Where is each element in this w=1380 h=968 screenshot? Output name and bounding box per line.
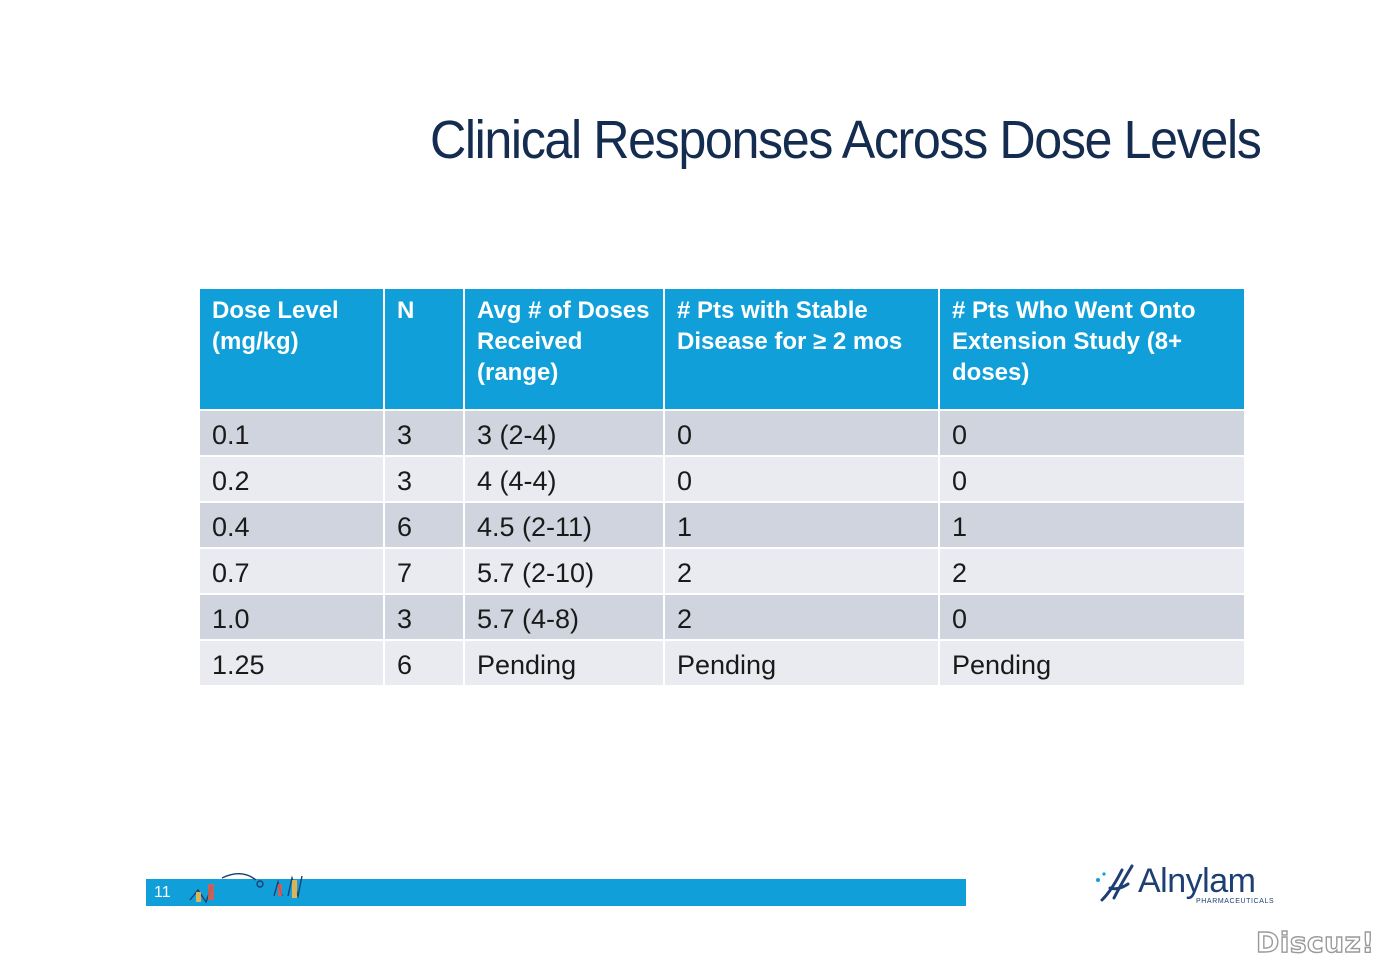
dose-response-table: Dose Level (mg/kg) N Avg # of Doses Rece… [198,287,1246,687]
alnylam-logo [1096,864,1134,902]
header-stable-disease: # Pts with Stable Disease for ≥ 2 mos [663,287,940,411]
cell-extension-study: 0 [938,593,1246,641]
cell-stable-disease: 1 [663,501,940,549]
cell-avg-doses: 4.5 (2-11) [463,501,665,549]
cell-n: 6 [383,501,465,549]
header-n: N [383,287,465,411]
header-dose-level: Dose Level (mg/kg) [198,287,385,411]
cell-dose-level: 0.2 [198,455,385,503]
cell-dose-level: 0.4 [198,501,385,549]
cell-n: 3 [383,593,465,641]
cell-dose-level: 1.0 [198,593,385,641]
cell-dose-level: 0.1 [198,409,385,457]
cell-extension-study: 1 [938,501,1246,549]
table-row: 1.25 6 Pending Pending Pending [198,639,1246,687]
cell-stable-disease: 0 [663,409,940,457]
cell-extension-study: Pending [938,639,1246,687]
cell-avg-doses: 4 (4-4) [463,455,665,503]
cell-dose-level: 1.25 [198,639,385,687]
page-number: 11 [154,884,171,901]
cell-avg-doses: 5.7 (4-8) [463,593,665,641]
cell-avg-doses: Pending [463,639,665,687]
cell-dose-level: 0.7 [198,547,385,595]
cell-avg-doses: 5.7 (2-10) [463,547,665,595]
cell-n: 3 [383,409,465,457]
cell-extension-study: 0 [938,455,1246,503]
footer-bar [146,879,966,906]
table-header-row: Dose Level (mg/kg) N Avg # of Doses Rece… [198,287,1246,411]
footer-decoration-icon [189,873,303,904]
slide-title: Clinical Responses Across Dose Levels [430,110,1262,170]
table-row: 0.4 6 4.5 (2-11) 1 1 [198,501,1246,549]
cell-avg-doses: 3 (2-4) [463,409,665,457]
cell-stable-disease: 2 [663,547,940,595]
header-extension-study: # Pts Who Went Onto Extension Study (8+ … [938,287,1246,411]
cell-extension-study: 0 [938,409,1246,457]
cell-n: 7 [383,547,465,595]
cell-stable-disease: 2 [663,593,940,641]
watermark: Discuz! [1255,925,1375,959]
cell-stable-disease: Pending [663,639,940,687]
table-row: 1.0 3 5.7 (4-8) 2 0 [198,593,1246,641]
table-row: 0.2 3 4 (4-4) 0 0 [198,455,1246,503]
logo-wordmark: Alnylam [1138,862,1256,900]
cell-n: 3 [383,455,465,503]
logo-subtitle: PHARMACEUTICALS [1196,898,1275,905]
cell-n: 6 [383,639,465,687]
header-avg-doses: Avg # of Doses Received (range) [463,287,665,411]
cell-extension-study: 2 [938,547,1246,595]
table-row: 0.1 3 3 (2-4) 0 0 [198,409,1246,457]
cell-stable-disease: 0 [663,455,940,503]
table-row: 0.7 7 5.7 (2-10) 2 2 [198,547,1246,595]
